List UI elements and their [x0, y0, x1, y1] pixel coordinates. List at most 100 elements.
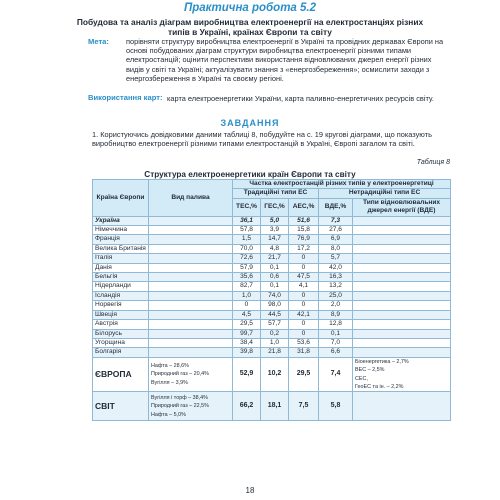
table-number: Таблиця 8	[416, 159, 450, 166]
fuel-cell	[148, 347, 233, 358]
renewable-cell	[351, 243, 452, 255]
ges-cell: 18,1	[260, 391, 289, 422]
ges-cell: 44,5	[260, 309, 289, 321]
tes-cell: 57,9	[232, 262, 261, 274]
aes-cell: 42,1	[288, 309, 319, 321]
table-row: Велика Британія 70,0 4,8 17,2 8,0	[92, 243, 452, 255]
fuel-mix-cell: Вугілля і торф – 38,4% Природний газ – 2…	[148, 391, 233, 422]
fuel-cell	[148, 215, 233, 227]
country-cell: СВІТ	[92, 391, 149, 422]
ges-cell: 0,6	[260, 272, 289, 283]
sources-label: Використання карт:	[88, 93, 163, 102]
country-cell: Норвегія	[92, 300, 149, 311]
tes-cell: 29,5	[232, 319, 261, 330]
topic-title: Побудова та аналіз діаграм виробництва е…	[76, 17, 424, 37]
fuel-cell	[148, 281, 233, 292]
vde-cell: 16,3	[318, 272, 353, 283]
renewable-cell	[351, 290, 452, 302]
vde-cell: 27,6	[318, 225, 353, 236]
vde-cell: 6,6	[318, 347, 353, 358]
ges-cell: 0,1	[260, 262, 289, 274]
ges-cell: 0,2	[260, 328, 289, 339]
work-title: Практична робота 5.2	[183, 2, 316, 14]
tes-cell: 82,7	[232, 281, 261, 292]
tes-cell: 4,5	[232, 309, 261, 321]
renewable-cell	[351, 347, 452, 358]
aes-cell: 53,6	[288, 337, 319, 349]
electricity-table: Країна Європи Вид палива Частка електрос…	[92, 178, 452, 422]
header-country: Країна Європи	[92, 179, 149, 217]
tes-cell: 66,2	[232, 391, 261, 422]
table-row: Норвегія 0 98,0 0 2,0	[92, 300, 452, 311]
header-fuel: Вид палива	[148, 179, 233, 217]
aes-cell: 29,5	[288, 356, 319, 393]
country-cell: Данія	[92, 262, 149, 274]
aes-cell: 51,6	[288, 215, 319, 227]
renewable-cell	[351, 215, 452, 227]
aes-cell: 15,8	[288, 225, 319, 236]
table-row: Україна 36,1 5,0 51,6 7,3	[92, 215, 452, 227]
world-row: СВІТ Вугілля і торф – 38,4% Природний газ…	[92, 391, 452, 422]
aes-cell: 4,1	[288, 281, 319, 292]
tes-cell: 38,4	[232, 337, 261, 349]
country-cell: Велика Британія	[92, 243, 149, 255]
country-cell: Нідерланди	[92, 281, 149, 292]
table-row: Бельгія 35,6 0,6 47,5 16,3	[92, 272, 452, 283]
aes-cell: 47,5	[288, 272, 319, 283]
vde-cell: 6,9	[318, 234, 353, 245]
country-cell: Білорусь	[92, 328, 149, 339]
vde-cell: 0,1	[318, 328, 353, 339]
ges-cell: 0,1	[260, 281, 289, 292]
renewable-cell	[351, 337, 452, 349]
vde-cell: 8,0	[318, 243, 353, 255]
vde-cell: 42,0	[318, 262, 353, 274]
table-row: Угорщина 38,4 1,0 53,6 7,0	[92, 337, 452, 349]
header-renewable: Типи відновлювальних джерел енергії (ВДЕ…	[351, 197, 452, 217]
table-row: Ісландія 1,0 74,0 0 25,0	[92, 290, 452, 302]
renewable-cell	[351, 328, 452, 339]
country-cell: Австрія	[92, 319, 149, 330]
renewable-cell	[351, 309, 452, 321]
aes-cell: 31,8	[288, 347, 319, 358]
country-cell: Бельгія	[92, 272, 149, 283]
tes-cell: 99,7	[232, 328, 261, 339]
ges-cell: 1,0	[260, 337, 289, 349]
page-number: 18	[245, 486, 255, 495]
header-traditional: Традиційні типи ЕС	[232, 188, 319, 199]
country-cell: Угорщина	[92, 337, 149, 349]
table-row: Болгарія 39,8 21,8 31,8 6,6	[92, 347, 452, 358]
renewable-cell	[351, 319, 452, 330]
table-row: Франція 1,5 14,7 76,9 6,9	[92, 234, 452, 245]
country-cell: Франція	[92, 234, 149, 245]
country-cell: Болгарія	[92, 347, 149, 358]
ges-cell: 21,8	[260, 347, 289, 358]
header-vde: ВДЕ,%	[318, 197, 353, 217]
tes-cell: 1,0	[232, 290, 261, 302]
aes-cell: 0	[288, 300, 319, 311]
tes-cell: 36,1	[232, 215, 261, 227]
renewable-cell	[351, 272, 452, 283]
vde-cell: 8,9	[318, 309, 353, 321]
ges-cell: 57,7	[260, 319, 289, 330]
table-row: Нідерланди 82,7 0,1 4,1 13,2	[92, 281, 452, 292]
table-row: Білорусь 99,7 0,2 0 0,1	[92, 328, 452, 339]
ges-cell: 5,0	[260, 215, 289, 227]
vde-cell: 7,0	[318, 337, 353, 349]
table-row: Німеччина 57,8 3,9 15,8 27,6	[92, 225, 452, 236]
vde-cell: 12,8	[318, 319, 353, 330]
ges-cell: 21,7	[260, 253, 289, 264]
tes-cell: 0	[232, 300, 261, 311]
fuel-cell	[148, 290, 233, 302]
tasks-heading: ЗАВДАННЯ	[220, 118, 280, 128]
fuel-cell	[148, 319, 233, 330]
country-cell: Італія	[92, 253, 149, 264]
task-1-text: 1. Користуючись довідковими даними табли…	[92, 130, 432, 149]
fuel-mix-cell: Нафта – 28,6% Природний газ – 20,4% Вугі…	[148, 356, 233, 393]
fuel-cell	[148, 328, 233, 339]
country-cell: ЄВРОПА	[92, 356, 149, 393]
country-cell: Швеція	[92, 309, 149, 321]
vde-cell: 2,0	[318, 300, 353, 311]
vde-cell: 7,4	[318, 356, 353, 393]
tes-cell: 72,6	[232, 253, 261, 264]
